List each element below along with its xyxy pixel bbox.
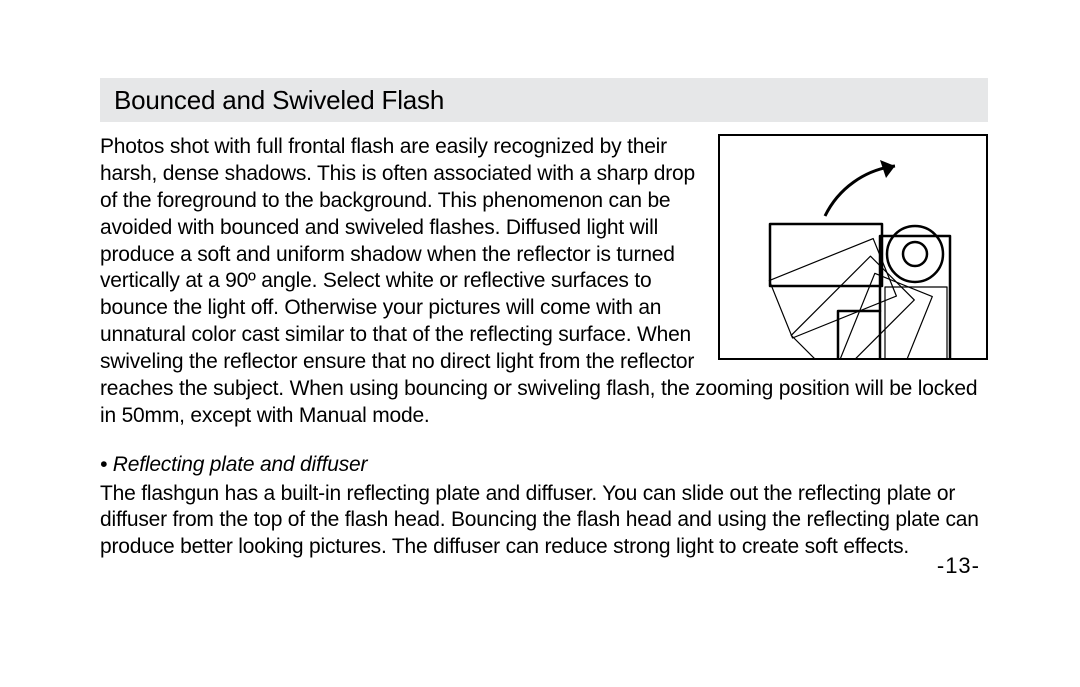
subheading: • Reflecting plate and diffuser bbox=[100, 452, 988, 479]
paragraph-2: The flashgun has a built-in reflecting p… bbox=[100, 481, 988, 562]
swivel-diagram-svg bbox=[720, 136, 986, 358]
section-title-bar: Bounced and Swiveled Flash bbox=[100, 78, 988, 122]
page-number: -13- bbox=[937, 553, 980, 579]
section-title: Bounced and Swiveled Flash bbox=[114, 85, 444, 116]
paragraph-1-continued: reaches the subject. When using bouncing… bbox=[100, 376, 988, 430]
paragraph-1-wrapped: Photos shot with full frontal flash are … bbox=[100, 134, 696, 376]
swivel-diagram bbox=[718, 134, 988, 360]
manual-page: Bounced and Swiveled Flash Photos shot w… bbox=[0, 0, 1080, 687]
